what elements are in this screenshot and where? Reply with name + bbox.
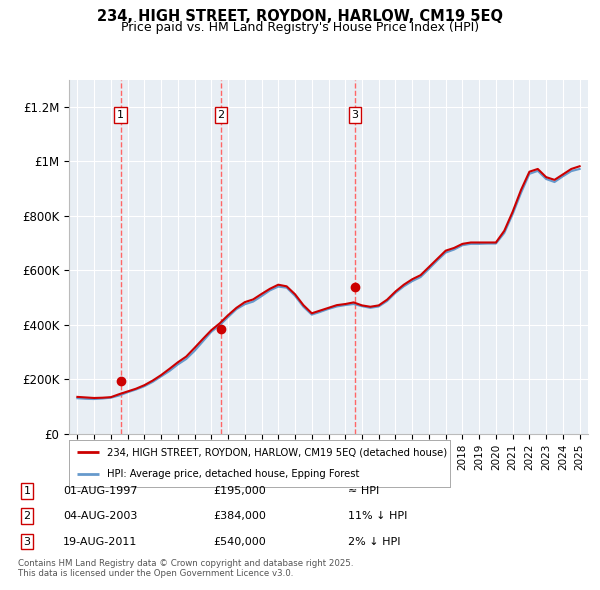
Text: Price paid vs. HM Land Registry's House Price Index (HPI): Price paid vs. HM Land Registry's House …: [121, 21, 479, 34]
Text: 19-AUG-2011: 19-AUG-2011: [63, 537, 137, 546]
Text: 1: 1: [117, 110, 124, 120]
Text: 2: 2: [23, 512, 31, 521]
Text: 3: 3: [23, 537, 31, 546]
Text: 2: 2: [217, 110, 224, 120]
Text: 234, HIGH STREET, ROYDON, HARLOW, CM19 5EQ (detached house): 234, HIGH STREET, ROYDON, HARLOW, CM19 5…: [107, 447, 447, 457]
Text: £195,000: £195,000: [213, 486, 266, 496]
Text: HPI: Average price, detached house, Epping Forest: HPI: Average price, detached house, Eppi…: [107, 469, 359, 479]
Text: ≈ HPI: ≈ HPI: [348, 486, 379, 496]
Text: Contains HM Land Registry data © Crown copyright and database right 2025.
This d: Contains HM Land Registry data © Crown c…: [18, 559, 353, 578]
Text: 01-AUG-1997: 01-AUG-1997: [63, 486, 137, 496]
Text: £384,000: £384,000: [213, 512, 266, 521]
Text: 2% ↓ HPI: 2% ↓ HPI: [348, 537, 401, 546]
Text: 11% ↓ HPI: 11% ↓ HPI: [348, 512, 407, 521]
Text: 3: 3: [352, 110, 358, 120]
Text: 234, HIGH STREET, ROYDON, HARLOW, CM19 5EQ: 234, HIGH STREET, ROYDON, HARLOW, CM19 5…: [97, 9, 503, 24]
Text: 04-AUG-2003: 04-AUG-2003: [63, 512, 137, 521]
Text: £540,000: £540,000: [213, 537, 266, 546]
Text: 1: 1: [23, 486, 31, 496]
